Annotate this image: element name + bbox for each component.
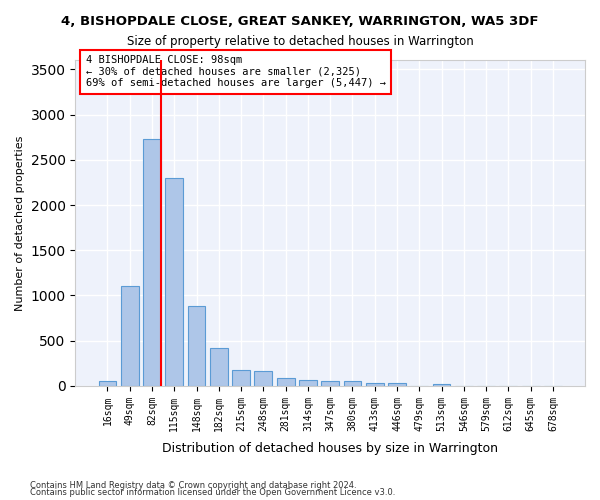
Bar [321,381,339,386]
Text: 4, BISHOPDALE CLOSE, GREAT SANKEY, WARRINGTON, WA5 3DF: 4, BISHOPDALE CLOSE, GREAT SANKEY, WARRI… [61,15,539,28]
Bar [98,381,116,386]
Bar [277,378,295,386]
Bar [388,383,406,386]
Text: Contains public sector information licensed under the Open Government Licence v3: Contains public sector information licen… [30,488,395,497]
Text: Contains HM Land Registry data © Crown copyright and database right 2024.: Contains HM Land Registry data © Crown c… [30,480,356,490]
Bar [366,383,383,386]
Text: 4 BISHOPDALE CLOSE: 98sqm
← 30% of detached houses are smaller (2,325)
69% of se: 4 BISHOPDALE CLOSE: 98sqm ← 30% of detac… [86,55,386,88]
Bar [254,370,272,386]
Text: Size of property relative to detached houses in Warrington: Size of property relative to detached ho… [127,35,473,48]
Bar [143,139,161,386]
Bar [210,348,228,386]
Bar [166,178,183,386]
Bar [188,306,205,386]
X-axis label: Distribution of detached houses by size in Warrington: Distribution of detached houses by size … [162,442,498,455]
Bar [232,370,250,386]
Bar [121,286,139,386]
Bar [299,380,317,386]
Bar [433,384,451,386]
Y-axis label: Number of detached properties: Number of detached properties [15,136,25,311]
Bar [344,382,361,386]
